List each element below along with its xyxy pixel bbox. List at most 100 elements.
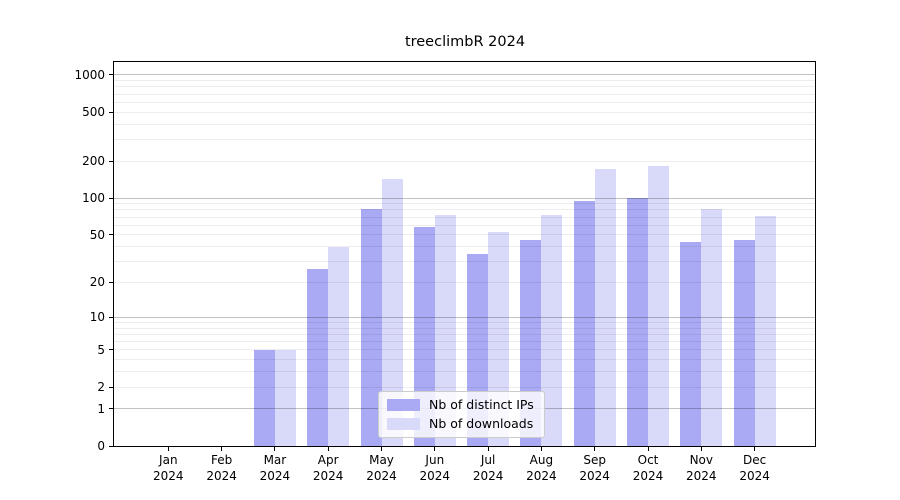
month-label: Jan [159,453,178,467]
gridline-minor [114,281,815,283]
y-tick-mark [109,445,113,447]
gridline-minor [114,333,815,335]
gridline-major [114,197,815,199]
legend-item-downloads: Nb of downloads [387,416,534,431]
bar-downloads-apr [328,246,350,446]
gridline-minor [114,203,815,205]
gridline-minor [114,246,815,247]
chart-title: treeclimbR 2024 [404,34,526,50]
x-tick-label-feb: Feb 2024 [195,452,249,484]
legend-swatch-downloads [387,417,420,430]
y-tick-label: 10 [89,310,105,325]
x-tick-mark [274,447,276,451]
bar-distinct-ips-oct [627,198,648,446]
x-tick-label-jul: Jul 2024 [461,452,515,484]
bar-downloads-jun [434,214,456,446]
year-label: 2024 [686,469,717,483]
plot-area [113,61,816,447]
x-tick-mark [327,447,329,451]
gridline-minor [114,80,815,81]
y-tick-mark [109,386,113,388]
bar-distinct-ips-may [360,208,382,446]
gridline-minor [114,224,815,226]
y-tick-label: 200 [82,154,105,169]
y-tick-label: 1000 [74,67,105,82]
year-label: 2024 [366,469,397,483]
gridline-minor [114,123,815,125]
year-label: 2024 [739,469,770,483]
gridline-minor [114,209,815,211]
bar-downloads-nov [701,209,723,446]
bar-distinct-ips-apr [307,268,329,446]
gridline-minor [114,111,815,113]
x-tick-mark [594,447,596,451]
month-label: Jul [480,453,496,467]
gridline-minor [114,101,815,103]
x-tick-label-mar: Mar 2024 [248,452,302,484]
year-label: 2024 [153,469,184,483]
x-tick-label-dec: Dec 2024 [728,452,782,484]
x-tick-label-may: May 2024 [355,452,409,484]
y-tick-label: 20 [89,275,105,290]
x-tick-label-sep: Sep 2024 [568,452,622,484]
year-label: 2024 [526,469,557,483]
legend-swatch-distinct-ips [387,398,420,411]
bar-downloads-dec [754,215,776,446]
gridline-minor [114,160,815,162]
legend-item-distinct-ips: Nb of distinct IPs [387,397,534,412]
x-tick-label-jan: Jan 2024 [141,452,195,484]
x-tick-mark [647,447,649,451]
x-tick-mark [487,447,489,451]
month-label: Mar [263,453,287,467]
x-tick-label-aug: Aug 2024 [514,452,568,484]
month-label: Jun [425,453,445,467]
x-tick-label-apr: Apr 2024 [301,452,355,484]
y-tick-mark [109,160,113,162]
gridline-minor [114,327,815,329]
gridline-major [114,74,815,76]
month-label: Nov [689,453,713,467]
y-tick-mark [109,349,113,351]
bar-distinct-ips-sep [573,200,595,446]
x-tick-mark [540,447,542,451]
year-label: 2024 [472,469,504,483]
gridline-minor [114,359,815,360]
x-tick-mark [434,447,436,451]
x-tick-mark [754,447,756,451]
x-tick-label-nov: Nov 2024 [674,452,728,484]
y-tick-mark [109,281,113,283]
x-tick-mark [700,447,702,451]
x-tick-label-jun: Jun 2024 [408,452,462,484]
y-tick-label: 100 [82,191,105,206]
gridline-minor [114,138,815,140]
month-label: Oct [637,453,659,467]
bar-downloads-may [381,179,403,446]
bar-downloads-sep [594,169,616,446]
year-label: 2024 [312,469,344,483]
year-label: 2024 [259,469,291,483]
x-tick-label-oct: Oct 2024 [621,452,675,484]
month-label: Apr [317,453,339,467]
year-label: 2024 [632,469,664,483]
legend: Nb of distinct IPs Nb of downloads [378,391,545,438]
gridline-minor [114,93,815,95]
y-tick-mark [109,111,113,113]
month-label: May [369,453,394,467]
y-tick-label: 5 [97,342,105,357]
gridline-minor [114,216,815,218]
gridline-minor [114,321,815,323]
gridline-minor [114,371,815,372]
gridline-minor [114,341,815,342]
bar-downloads-mar [274,349,296,446]
legend-label-distinct-ips: Nb of distinct IPs [429,397,534,412]
y-tick-label: 50 [89,227,105,242]
x-tick-mark [381,447,382,451]
y-tick-label: 0 [97,439,105,453]
year-label: 2024 [206,469,237,483]
x-tick-mark [167,447,169,451]
bar-downloads-aug [541,214,563,446]
y-tick-mark [109,74,113,76]
year-label: 2024 [579,469,610,483]
month-label: Aug [529,453,554,467]
gridline-minor [114,349,815,351]
